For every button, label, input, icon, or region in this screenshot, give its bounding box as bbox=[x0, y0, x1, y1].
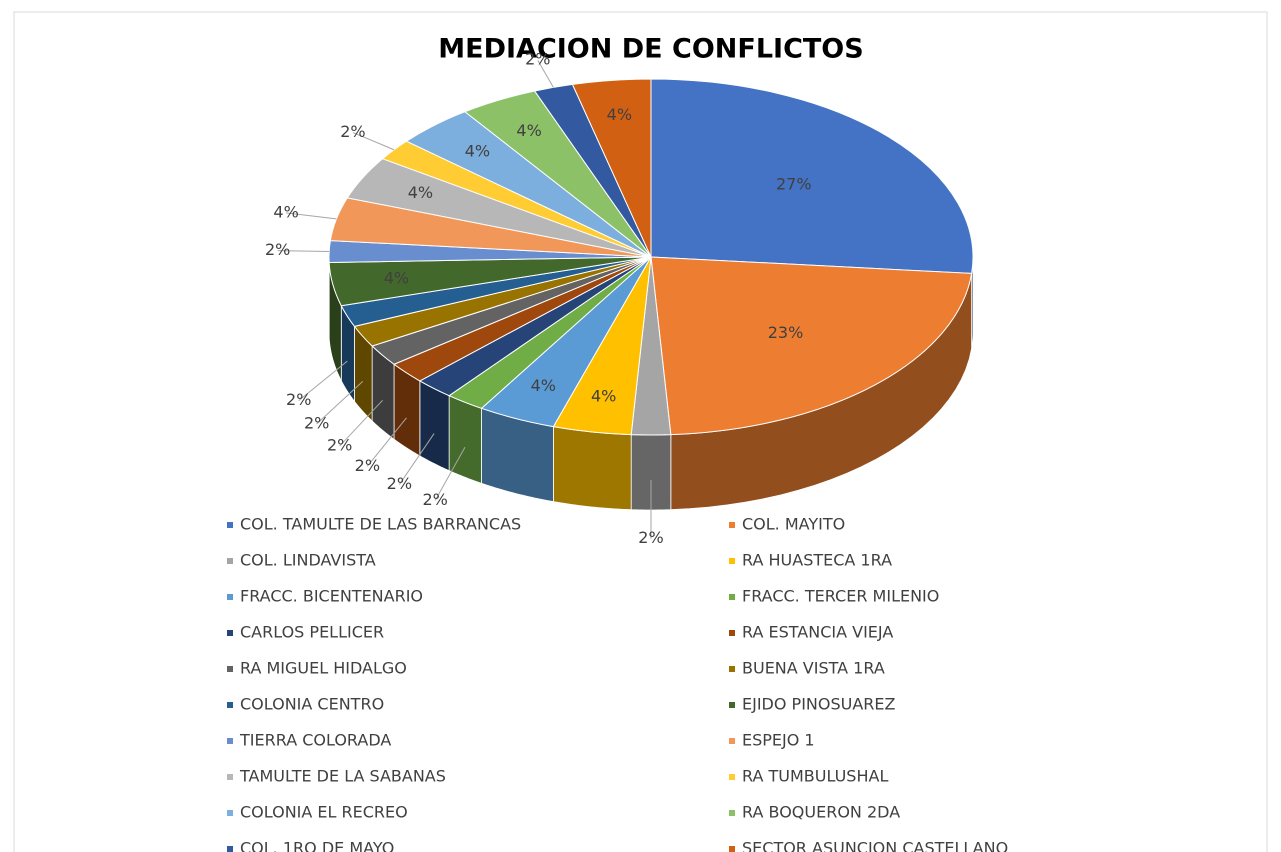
legend-swatch bbox=[729, 774, 735, 780]
legend-label: RA ESTANCIA VIEJA bbox=[742, 623, 893, 642]
legend-swatch bbox=[729, 522, 735, 528]
legend-label: ESPEJO 1 bbox=[742, 731, 815, 750]
legend-label: COL. 1RO DE MAYO bbox=[240, 839, 394, 852]
legend-label: FRACC. TERCER MILENIO bbox=[742, 587, 939, 606]
legend-swatch bbox=[227, 846, 233, 852]
legend-swatch bbox=[729, 738, 735, 744]
legend: COL. TAMULTE DE LAS BARRANCAS COL. MAYITO… bbox=[227, 515, 1008, 852]
pie-side bbox=[448, 395, 482, 484]
legend-label: RA BOQUERON 2DA bbox=[742, 803, 900, 822]
legend-swatch bbox=[729, 810, 735, 816]
leader-line bbox=[316, 380, 364, 425]
pie-slice bbox=[650, 256, 973, 436]
data-label: 2% bbox=[265, 240, 290, 259]
legend-swatch bbox=[729, 594, 735, 600]
legend-swatch bbox=[227, 774, 233, 780]
legend-label: COL. MAYITO bbox=[742, 515, 845, 534]
legend-label: RA HUASTECA 1RA bbox=[742, 551, 892, 570]
leader-line bbox=[286, 212, 337, 220]
pie-side bbox=[552, 426, 632, 511]
legend-swatch bbox=[729, 702, 735, 708]
leader-line bbox=[398, 433, 435, 485]
data-label: 4% bbox=[384, 268, 409, 287]
data-label: 2% bbox=[304, 414, 329, 433]
legend-swatch bbox=[729, 558, 735, 564]
legend-label: RA TUMBULUSHAL bbox=[742, 767, 888, 786]
data-label: 4% bbox=[591, 386, 616, 405]
data-label: 4% bbox=[607, 105, 632, 124]
data-label: 4% bbox=[531, 376, 556, 395]
legend-label: COLONIA CENTRO bbox=[240, 695, 384, 714]
legend-swatch bbox=[729, 666, 735, 672]
leader-line bbox=[277, 250, 330, 253]
legend-swatch bbox=[729, 846, 735, 852]
pie-slice bbox=[571, 78, 652, 258]
data-label: 2% bbox=[422, 490, 447, 509]
legend-label: SECTOR ASUNCION CASTELLANO bbox=[742, 839, 1008, 852]
legend-label: COL. TAMULTE DE LAS BARRANCAS bbox=[240, 515, 521, 534]
data-label: 2% bbox=[387, 474, 412, 493]
legend-label: EJIDO PINOSUAREZ bbox=[742, 695, 896, 714]
data-label: 4% bbox=[465, 141, 490, 160]
legend-label: TIERRA COLORADA bbox=[239, 731, 391, 750]
data-label: 27% bbox=[776, 175, 812, 194]
legend-label: CARLOS PELLICER bbox=[240, 623, 384, 642]
data-label: 2% bbox=[638, 528, 663, 547]
legend-swatch bbox=[227, 738, 233, 744]
leader-line bbox=[434, 447, 466, 501]
leader-line bbox=[352, 132, 395, 151]
legend-swatch bbox=[227, 630, 233, 636]
data-label: 4% bbox=[273, 202, 298, 221]
legend-swatch bbox=[227, 594, 233, 600]
legend-swatch bbox=[227, 666, 233, 672]
legend-label: COLONIA EL RECREO bbox=[240, 803, 408, 822]
leader-line bbox=[366, 417, 407, 467]
pie-side bbox=[419, 380, 450, 472]
legend-swatch bbox=[227, 522, 233, 528]
legend-label: COL. LINDAVISTA bbox=[240, 551, 376, 570]
data-label: 4% bbox=[408, 183, 433, 202]
legend-swatch bbox=[227, 558, 233, 564]
pie-slice bbox=[650, 78, 974, 274]
data-label: 4% bbox=[516, 121, 541, 140]
legend-label: RA MIGUEL HIDALGO bbox=[240, 659, 407, 678]
legend-swatch bbox=[227, 810, 233, 816]
legend-swatch bbox=[729, 630, 735, 636]
data-label: 2% bbox=[355, 456, 380, 475]
chart-title: MEDIACION DE CONFLICTOS bbox=[438, 34, 863, 65]
leader-line bbox=[537, 59, 554, 88]
legend-label: FRACC. BICENTENARIO bbox=[240, 587, 423, 606]
legend-label: BUENA VISTA 1RA bbox=[742, 659, 885, 678]
legend-label: TAMULTE DE LA SABANAS bbox=[239, 767, 446, 786]
leader-line bbox=[298, 360, 348, 402]
data-label: 2% bbox=[525, 50, 550, 69]
legend-swatch bbox=[227, 702, 233, 708]
data-label: 2% bbox=[286, 390, 311, 409]
data-label: 2% bbox=[340, 122, 365, 141]
data-label: 2% bbox=[327, 436, 352, 455]
data-label: 23% bbox=[768, 323, 804, 342]
leader-line bbox=[339, 399, 383, 447]
